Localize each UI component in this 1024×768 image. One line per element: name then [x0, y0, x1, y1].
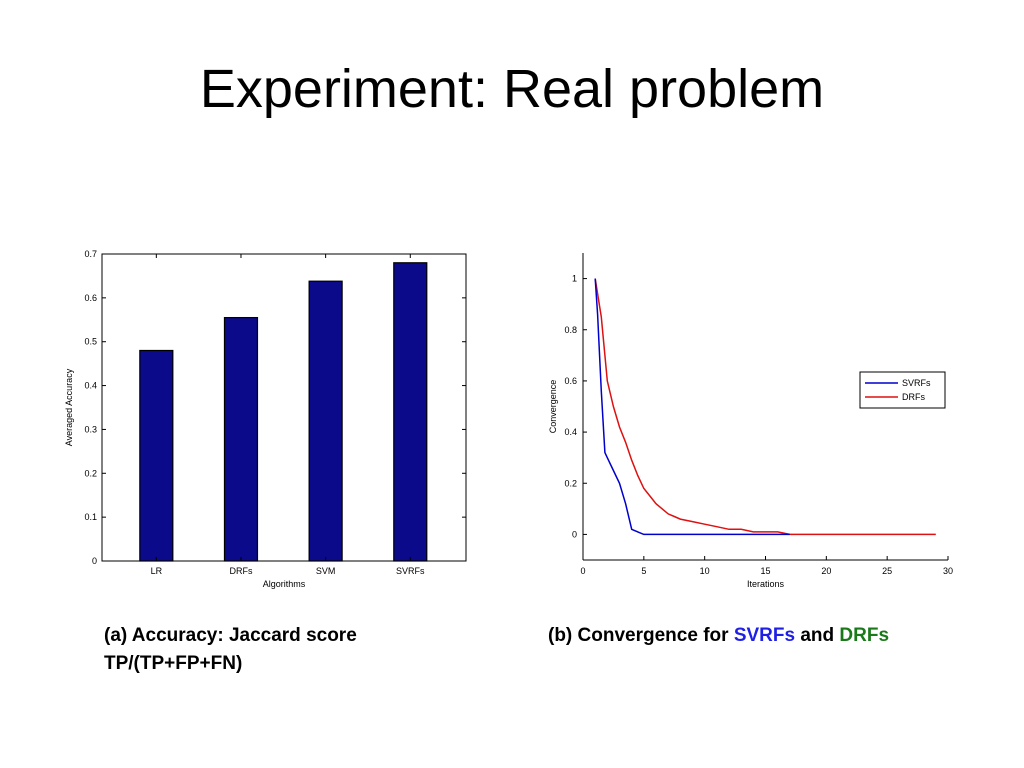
line-xtick-label: 5 — [641, 566, 646, 576]
caption-accuracy: (a) Accuracy: Jaccard score TP/(TP+FP+FN… — [104, 622, 504, 678]
bar-drfs — [223, 316, 259, 562]
line-y-axis-label: Convergence — [548, 380, 558, 434]
series-line-svrfs — [594, 278, 790, 536]
bar-ytick-label: 0.5 — [84, 337, 97, 347]
legend-label-svrfs: SVRFs — [902, 378, 931, 388]
line-ytick-label: 0.8 — [564, 325, 577, 335]
convergence-line-chart: 00.20.40.60.810 5 10 15 20 25 30IterationsConv… — [548, 253, 953, 589]
bar-svm — [308, 280, 343, 562]
caption-convergence-svrfs: SVRFs — [733, 625, 796, 646]
bar-y-axis-label: Averaged Accuracy — [64, 368, 74, 446]
accuracy-bar-chart: 0 0.1 0.2 0.3 0.4 0.5 0.6 0.7 LR DRFs SVM SVRFs Algo… — [64, 249, 467, 589]
line-ytick-label: 1 — [572, 274, 577, 284]
line-ytick-label: 0 — [572, 529, 577, 539]
line-xtick-label: 0 — [580, 566, 585, 576]
line-ytick-label: 0.6 — [564, 376, 577, 386]
bar-x-axis-label: Algorithms — [263, 579, 306, 589]
line-xtick-label: 20 — [821, 566, 831, 576]
line-xtick-label: 10 — [700, 566, 710, 576]
series-line-drfs — [594, 278, 936, 536]
caption-accuracy-line2: TP/(TP+FP+FN) — [104, 653, 243, 674]
bar-svrfs — [393, 262, 428, 562]
line-x-axis-label: Iterations — [747, 579, 785, 589]
bar-xtick-label: DRFs — [229, 566, 252, 576]
caption-convergence-drfs: DRFs — [839, 625, 890, 646]
bar-ytick-label: 0.7 — [84, 249, 97, 259]
line-xtick-label: 15 — [760, 566, 770, 576]
caption-convergence-and: and — [795, 625, 840, 646]
bar-ytick-label: 0.2 — [84, 468, 97, 478]
bar-ytick-label: 0.3 — [84, 424, 97, 434]
bar-lr — [139, 349, 174, 562]
bar-xtick-label: SVM — [316, 566, 336, 576]
slide-title: Experiment: Real problem — [199, 59, 825, 119]
line-xtick-label: 30 — [943, 566, 953, 576]
bar-xtick-label: LR — [151, 566, 163, 576]
legend-box — [859, 371, 946, 409]
line-xtick-label: 25 — [882, 566, 892, 576]
caption-accuracy-line1: (a) Accuracy: Jaccard score — [104, 625, 357, 646]
bar-xtick-label: SVRFs — [396, 566, 425, 576]
bar-ytick-label: 0.4 — [84, 381, 97, 391]
caption-convergence: (b) Convergence for SVRFs and DRFs — [548, 622, 1018, 650]
bar-ytick-label: 0.1 — [84, 512, 97, 522]
line-legend: SVRFs DRFs — [859, 371, 946, 409]
line-ytick-label: 0.2 — [564, 478, 577, 488]
legend-label-drfs: DRFs — [902, 392, 925, 402]
caption-convergence-prefix: (b) Convergence for — [548, 625, 734, 646]
bar-ytick-label: 0.6 — [84, 293, 97, 303]
line-ytick-label: 0.4 — [564, 427, 577, 437]
bar-ytick-label: 0 — [92, 556, 97, 566]
